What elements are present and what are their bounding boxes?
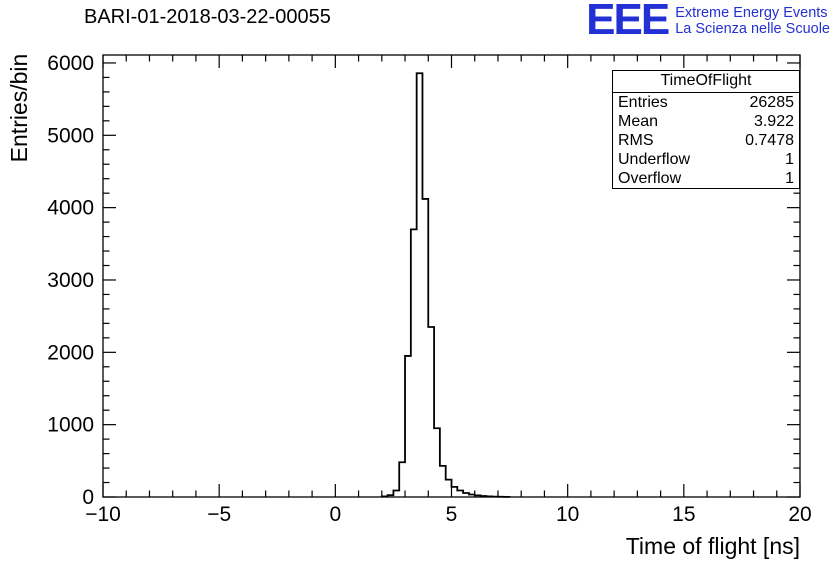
svg-text:6000: 6000 — [47, 52, 94, 75]
stats-row: Overflow 1 — [613, 169, 799, 188]
svg-text:10: 10 — [556, 503, 579, 526]
stats-row-label: RMS — [618, 132, 654, 149]
y-axis-title: Entries/bin — [6, 54, 32, 163]
stats-row-label: Underflow — [618, 151, 691, 168]
svg-text:−10: −10 — [85, 503, 121, 526]
histogram-line — [380, 72, 511, 498]
stats-row-value: 3.922 — [753, 113, 794, 130]
svg-text:−5: −5 — [207, 503, 231, 526]
stats-row-value: 0.7478 — [745, 132, 794, 149]
svg-text:20: 20 — [788, 503, 811, 526]
svg-text:15: 15 — [672, 503, 695, 526]
plot-frame — [102, 54, 801, 498]
eee-logo-text: EEE — [586, 0, 670, 44]
plot-title: BARI-01-2018-03-22-00055 — [84, 6, 331, 28]
axis-tick-labels: −10 −5 0 5 10 15 20 0 1000 2000 3000 4000 5000 6000 — [47, 52, 811, 526]
stats-row-label: Mean — [618, 113, 659, 130]
stats-row-value: 1 — [785, 151, 794, 168]
svg-text:0: 0 — [329, 503, 341, 526]
stats-rows: Entries 26285 Mean 3.922 RMS 0.7478 Underflow 1… — [613, 93, 799, 188]
stats-row-value: 1 — [785, 170, 794, 187]
svg-text:4000: 4000 — [47, 197, 94, 220]
eee-logo-line1: Extreme Energy Events — [675, 5, 828, 21]
stats-row-label: Entries — [618, 94, 668, 111]
svg-text:5: 5 — [446, 503, 458, 526]
svg-text:2000: 2000 — [47, 341, 94, 364]
stats-row: Mean 3.922 — [613, 112, 799, 131]
stats-row-label: Overflow — [618, 170, 682, 187]
svg-text:1000: 1000 — [47, 414, 94, 437]
stats-row: Entries 26285 — [613, 93, 799, 112]
stats-row: RMS 0.7478 — [613, 131, 799, 150]
svg-text:0: 0 — [82, 486, 94, 509]
eee-logo-line2: La Scienza nelle Scuole — [675, 21, 830, 38]
x-axis-title: Time of flight [ns] — [626, 533, 800, 559]
stats-box: TimeOfFlight Entries 26285 Mean 3.922 RMS 0.7… — [612, 70, 800, 189]
eee-logo-subtitle: Extreme Energy Events La Scienza nelle S… — [675, 1, 830, 37]
stats-row: Underflow 1 — [613, 150, 799, 169]
svg-text:3000: 3000 — [47, 269, 94, 292]
stats-title: TimeOfFlight — [613, 71, 799, 93]
stats-row-value: 26285 — [749, 94, 795, 111]
svg-text:5000: 5000 — [47, 124, 94, 147]
eee-logo: EEE Extreme Energy Events La Scienza nel… — [586, 0, 830, 44]
